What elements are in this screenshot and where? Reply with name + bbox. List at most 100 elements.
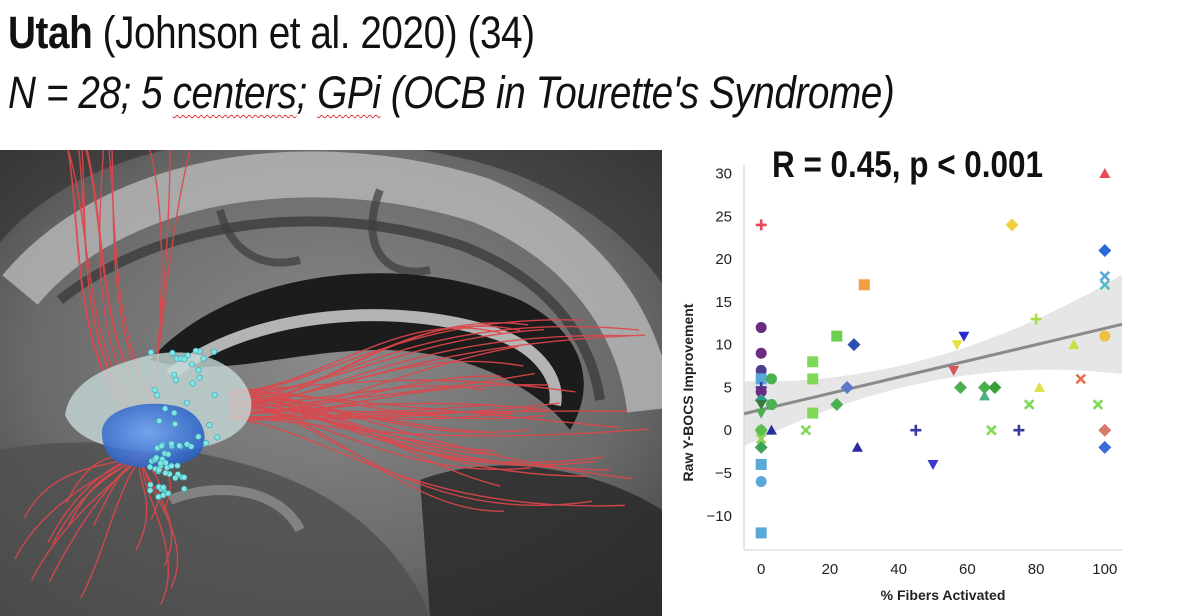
electrode-contact [146,463,154,471]
electrode-contact [200,355,207,362]
fiber-tract [229,395,501,487]
data-point [755,219,767,231]
fiber-tract [229,401,611,471]
subtitle-centers: centers [172,67,297,118]
y-tick-label: 20 [715,251,732,268]
data-point [765,373,777,385]
electrode-contact [192,347,199,354]
fiber-tract [229,389,620,429]
data-point [1034,381,1046,392]
scatter-chart: −10 −5 0 5 10 15 20 25 30 0 20 40 60 80 100 % Fibers Ac… [662,144,1200,616]
y-tick-label: −10 [707,508,732,525]
electrode-contact [158,443,165,450]
fiber-tract [229,402,560,420]
citation: (Johnson et al. 2020) (34) [102,7,535,58]
data-point [1075,373,1087,385]
y-tick-label: 5 [724,379,732,396]
x-tick-label: 0 [757,561,765,578]
x-tick-label: 40 [890,561,907,578]
electrode-contact [195,367,202,374]
electrode-contact [155,493,162,501]
y-tick-label: −5 [715,465,732,482]
data-point [1092,399,1104,410]
electrode-contact [183,399,190,406]
data-point [986,424,997,436]
data-point [1005,218,1019,232]
data-point [754,440,768,454]
data-point [755,347,767,359]
electrode-contact [162,405,169,412]
data-point [851,441,863,452]
electrode-contact [174,462,181,469]
data-point [958,331,970,342]
y-axis-label: Raw Y-BOCS Improvement [680,303,696,481]
data-point [765,399,777,411]
x-tick-label: 20 [822,561,839,578]
electrode-contact [162,459,169,466]
y-tick-label: 0 [724,422,732,439]
data-point [951,340,963,351]
data-point [755,458,767,470]
electrode-contact [176,442,183,449]
data-point [800,424,812,436]
data-point [1098,423,1112,437]
data-point [840,380,854,394]
electrode-contact [172,474,179,482]
electrode-contact [214,434,221,441]
y-tick-label: 25 [715,208,732,225]
x-tick-label: 60 [959,561,976,578]
electrode-contact [184,352,191,359]
brain-tractography-image [0,150,662,616]
data-point [1098,440,1112,454]
electrode-contact [147,481,154,488]
y-tick-label: 30 [715,166,732,183]
fiber-tract [229,345,519,414]
data-point [755,386,767,398]
electrode-contact [210,348,218,355]
electrode-contact [169,349,176,356]
fiber-tract [229,319,583,396]
fiber-tract [229,403,492,413]
electrode-contact [154,392,161,399]
fiber-tract [229,391,545,420]
subtitle-gpi: GPi [317,67,381,118]
electrode-contact [156,417,163,425]
fiber-tract [229,384,549,420]
data-point [755,364,767,376]
data-point [927,460,939,470]
electrode-contact [168,440,175,447]
chart-title: R = 0.45, p < 0.001 [772,144,1044,185]
electrode-contact [147,349,155,356]
data-point [1068,339,1080,350]
data-point [847,338,861,352]
regression-line [743,322,1123,416]
electrode-contact [147,487,154,494]
electrode-contact [171,371,178,378]
electrode-contact [196,374,203,381]
data-point [755,322,767,334]
data-point [948,365,960,376]
data-point [755,527,767,539]
electrode-contact [202,440,209,447]
data-point [1023,399,1035,410]
data-point [807,356,819,368]
y-tick-label: 15 [715,294,732,311]
electrode-contact [181,474,188,481]
scatter-plot-svg: −10 −5 0 5 10 15 20 25 30 0 20 40 60 80 100 % Fibers Ac… [680,165,1123,603]
x-axis-label: % Fibers Activated [881,587,1006,603]
electrode-contact [165,490,172,497]
fiber-tract [229,418,625,507]
electrode-contact [195,433,202,440]
data-point [953,380,967,394]
data-point [765,424,777,435]
x-tick-label: 100 [1092,561,1117,578]
fiber-tract [229,404,593,507]
electrode-contact [181,485,188,493]
fiber-tract [229,328,545,394]
data-point [830,398,844,412]
data-point [755,408,767,419]
electrode-contact [171,420,179,428]
data-point [755,433,767,445]
electrode-contact [181,356,188,363]
electrode-contact [172,376,179,383]
